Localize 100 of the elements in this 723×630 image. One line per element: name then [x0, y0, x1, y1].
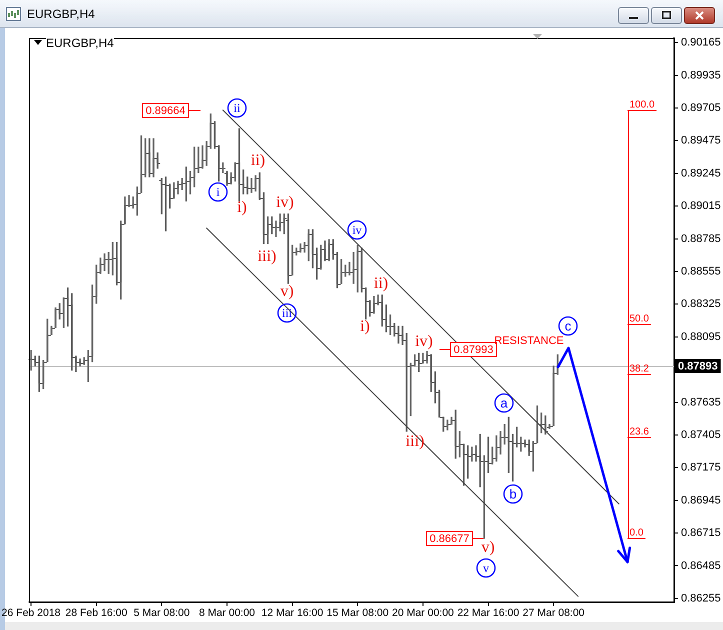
annotation: 100.0: [630, 99, 655, 110]
y-tick-label: 0.88325: [681, 298, 721, 310]
annotation: c: [564, 318, 572, 334]
annotation: ii: [234, 101, 241, 116]
candlestick: [46, 318, 48, 362]
candlestick: [230, 172, 232, 184]
x-tick-label: 28 Feb 16:00: [65, 607, 128, 620]
y-tick-label: 0.86715: [681, 527, 721, 540]
candlestick: [124, 196, 126, 224]
candlestick: [75, 356, 77, 372]
candlestick: [426, 351, 428, 364]
candlestick: [500, 431, 502, 454]
x-tick-label: 20 Mar 00:00: [392, 607, 454, 620]
annotation: iv: [352, 223, 362, 238]
candlestick: [104, 253, 106, 272]
candlestick: [226, 170, 228, 186]
candlestick: [430, 354, 432, 392]
candlestick: [381, 294, 383, 327]
annotation: iii): [406, 433, 424, 450]
candlestick: [552, 366, 554, 426]
candlestick: [320, 244, 322, 270]
x-tick-label: 22 Mar 16:00: [457, 607, 520, 620]
annotation: v: [483, 561, 489, 576]
annotation: 0.89664: [146, 105, 186, 118]
candlestick: [262, 192, 265, 244]
chart-subtitle: EURGBP,H4: [46, 36, 114, 50]
candlestick: [332, 239, 334, 260]
candlestick: [454, 410, 456, 459]
annotation: iv): [415, 333, 433, 350]
candlestick: [177, 180, 179, 194]
annotation: iv): [276, 194, 294, 212]
annotation: ii): [374, 275, 388, 292]
x-tick-label: 8 Mar 00:00: [198, 607, 256, 620]
candlestick: [360, 248, 363, 292]
annotation: 0.87993: [454, 344, 494, 356]
annotation: i): [360, 318, 370, 336]
y-tick-label: 0.88785: [681, 232, 721, 245]
candlestick: [91, 284, 94, 362]
y-tick-label: 0.88095: [681, 330, 721, 343]
candlestick: [202, 145, 204, 169]
annotation: b: [509, 486, 517, 502]
y-tick-label: 0.87175: [681, 462, 721, 474]
candlestick: [336, 252, 338, 288]
candlestick: [120, 220, 122, 300]
y-tick-label: 0.87405: [681, 428, 721, 441]
candlestick: [528, 440, 530, 456]
candlestick: [148, 138, 150, 178]
candlestick: [352, 252, 354, 284]
y-tick-label: 0.86945: [681, 494, 721, 506]
annotation: v): [280, 283, 294, 300]
candlestick: [254, 175, 256, 192]
candlestick: [54, 307, 56, 328]
candlestick: [414, 354, 416, 366]
annotation: iii): [258, 248, 276, 266]
annotation: a: [500, 396, 508, 411]
candlestick: [71, 293, 73, 371]
annotation: 23.6: [630, 426, 650, 438]
candlestick: [304, 242, 306, 253]
ref-line-label: 0.87893: [678, 360, 718, 373]
y-tick-label: 0.88555: [681, 265, 721, 278]
candlestick: [50, 326, 52, 336]
y-tick-label: 0.89245: [681, 167, 721, 180]
annotation: ii): [250, 152, 266, 170]
candlestick: [156, 152, 158, 169]
annotation: i: [216, 185, 220, 200]
candlestick: [324, 240, 326, 262]
x-tick-label: 5 Mar 08:00: [134, 607, 190, 620]
candlestick: [450, 416, 452, 425]
candlestick: [140, 135, 142, 193]
y-tick-label: 0.90165: [681, 36, 721, 49]
candlestick: [434, 371, 436, 404]
candlestick: [152, 138, 154, 178]
candlestick: [194, 146, 196, 188]
candlestick: [406, 332, 408, 432]
candlestick: [238, 128, 240, 202]
candlestick: [373, 296, 375, 314]
y-tick-label: 0.87635: [681, 396, 721, 408]
candlestick: [422, 352, 424, 364]
candlestick: [38, 356, 40, 392]
candlestick: [340, 259, 342, 284]
candlestick: [291, 244, 294, 276]
candlestick: [328, 239, 330, 262]
x-tick-label: 27 Mar 08:00: [522, 607, 585, 620]
candlestick: [100, 258, 102, 274]
x-tick-label: 15 Mar 08:00: [326, 607, 389, 620]
candlestick: [173, 182, 175, 199]
candlestick: [136, 186, 138, 216]
annotation: 50.0: [630, 313, 650, 324]
y-tick-label: 0.89935: [681, 69, 721, 82]
x-tick-label: 12 Mar 16:00: [261, 607, 324, 620]
candlestick: [287, 214, 290, 284]
candlestick: [402, 326, 404, 346]
annotation: RESISTANCE: [494, 335, 564, 348]
y-tick-label: 0.89475: [681, 134, 721, 147]
annotation: 0.0: [630, 527, 644, 538]
chart-title: EURGBP,H4: [27, 7, 95, 21]
candlestick: [312, 229, 314, 268]
candlestick: [42, 360, 44, 390]
candlestick: [116, 242, 118, 286]
y-tick-label: 0.86485: [681, 560, 721, 572]
